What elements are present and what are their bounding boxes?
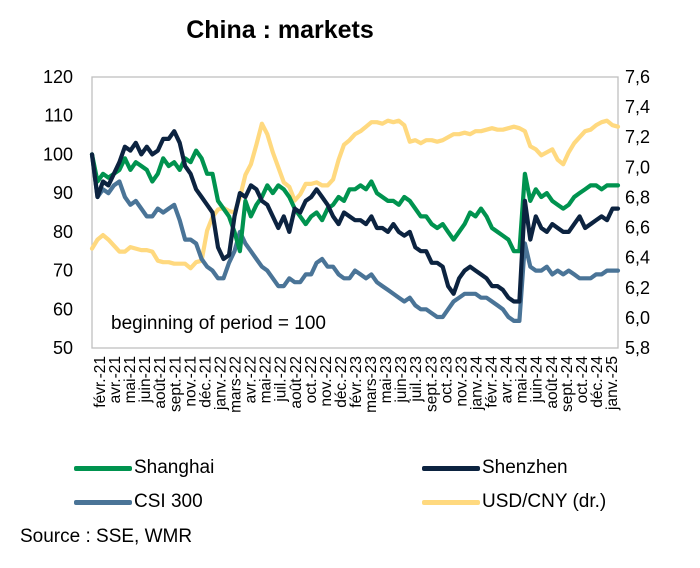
- x-axis-tick-label: janv.-25: [604, 356, 621, 411]
- x-axis-tick-label: déc.-22: [333, 356, 350, 408]
- x-axis-tick-label: févr.-23: [348, 356, 365, 408]
- x-axis-tick-label: mai-22: [258, 356, 275, 403]
- x-axis-tick-label: août-24: [544, 356, 561, 409]
- source-note: Source : SSE, WMR: [20, 526, 193, 547]
- legend-swatch-usdcny: [422, 499, 480, 505]
- x-axis-tick-label: oct.-23: [438, 356, 455, 403]
- x-axis-tick-label: févr.-21: [92, 356, 109, 408]
- x-axis-tick-label: août-21: [152, 356, 169, 409]
- series-layer: [89, 118, 621, 323]
- x-axis-tick-label: oct.-22: [303, 356, 320, 403]
- x-axis-tick-label: janv.-24: [468, 356, 485, 411]
- chart-title: China : markets: [186, 16, 374, 44]
- x-axis-tick-label: avr.-21: [107, 356, 124, 403]
- plot-area-frame: [91, 76, 619, 349]
- x-axis-tick-label: janv.-22: [212, 356, 229, 411]
- left-axis-tick-label: 80: [53, 222, 73, 242]
- x-axis-tick-label: juin-21: [137, 356, 154, 404]
- right-axis-tick-label: 6,8: [625, 187, 650, 207]
- legend-item-usdcny: USD/CNY (dr.): [422, 491, 606, 513]
- left-axis-tick-label: 100: [43, 144, 73, 164]
- x-axis-tick-label: mars-22: [228, 356, 245, 413]
- x-axis-ticks: févr.-21avr.-21mai-21juin-21août-21sept.…: [92, 356, 621, 413]
- left-axis-tick-label: 60: [53, 299, 73, 319]
- series-line-usd-cny-dr: [89, 118, 621, 271]
- x-axis-tick-label: mai-23: [378, 356, 395, 403]
- left-axis-tick-label: 110: [44, 106, 73, 126]
- legend-item-shanghai: Shanghai: [74, 457, 214, 479]
- right-axis-tick-label: 7,0: [625, 157, 650, 177]
- right-axis-tick-label: 6,2: [625, 278, 650, 298]
- x-axis-tick-label: mai-21: [122, 356, 139, 403]
- legend-label-shenzhen: Shenzhen: [482, 457, 568, 478]
- x-axis-tick-label: juin-24: [529, 356, 546, 404]
- x-axis-tick-label: mai-24: [514, 356, 531, 404]
- legend-label-shanghai: Shanghai: [134, 457, 215, 478]
- x-axis-tick-label: juil.-22: [273, 356, 290, 403]
- x-axis-tick-label: févr.-24: [484, 356, 501, 408]
- x-axis-tick-label: nov.-22: [318, 356, 335, 407]
- legend-swatch-shanghai: [74, 465, 132, 471]
- x-axis-tick-label: nov.-21: [182, 356, 199, 407]
- x-axis-tick-label: mars-23: [363, 356, 380, 413]
- right-axis-tick-label: 5,8: [625, 338, 650, 358]
- x-axis-tick-label: avr.-24: [499, 356, 516, 404]
- left-axis-tick-label: 90: [53, 183, 73, 203]
- right-axis-tick-label: 7,2: [625, 127, 650, 147]
- right-axis-tick-label: 7,6: [625, 67, 650, 87]
- left-axis-tick-label: 120: [43, 67, 73, 87]
- x-axis-tick-label: sept.-21: [167, 356, 184, 412]
- right-axis-ticks: 7,6 7,4 7,2 7,0 6,8 6,6 6,4 6,2 6,0 5,8: [625, 67, 650, 358]
- right-axis-tick-label: 6,0: [625, 308, 650, 328]
- x-axis-tick-label: juin-23: [393, 356, 410, 404]
- x-axis-tick-label: juil.-23: [408, 356, 425, 403]
- chart-annotation: beginning of period = 100: [111, 313, 326, 334]
- right-axis-tick-label: 7,4: [625, 97, 650, 117]
- left-axis-ticks: 120 110 100 90 80 70 60 50: [43, 67, 73, 358]
- x-axis-tick-label: oct.-24: [574, 356, 591, 404]
- x-axis-tick-label: avr.-22: [243, 356, 260, 403]
- legend-label-csi300: CSI 300: [134, 491, 203, 512]
- x-axis-tick-label: déc.-21: [197, 356, 214, 408]
- right-axis-tick-label: 6,6: [625, 218, 650, 238]
- series-line-shenzhen: [89, 129, 621, 304]
- x-axis-tick-label: déc.-24: [589, 356, 606, 408]
- series-line-shanghai: [89, 148, 621, 254]
- series-line-csi-300: [89, 152, 621, 323]
- right-axis-tick-label: 6,4: [625, 248, 650, 268]
- left-axis-tick-label: 70: [53, 261, 73, 281]
- x-axis-tick-label: août-22: [288, 356, 305, 409]
- left-axis-tick-label: 50: [53, 338, 73, 358]
- legend-item-shenzhen: Shenzhen: [422, 457, 568, 479]
- x-axis-tick-label: sept.-24: [559, 356, 576, 412]
- legend-label-usdcny: USD/CNY (dr.): [482, 491, 607, 512]
- legend-swatch-csi300: [74, 499, 132, 505]
- legend-item-csi300: CSI 300: [74, 491, 203, 513]
- x-axis-tick-label: nov.-23: [453, 356, 470, 407]
- legend-swatch-shenzhen: [422, 465, 480, 471]
- x-axis-tick-label: sept.-23: [423, 356, 440, 412]
